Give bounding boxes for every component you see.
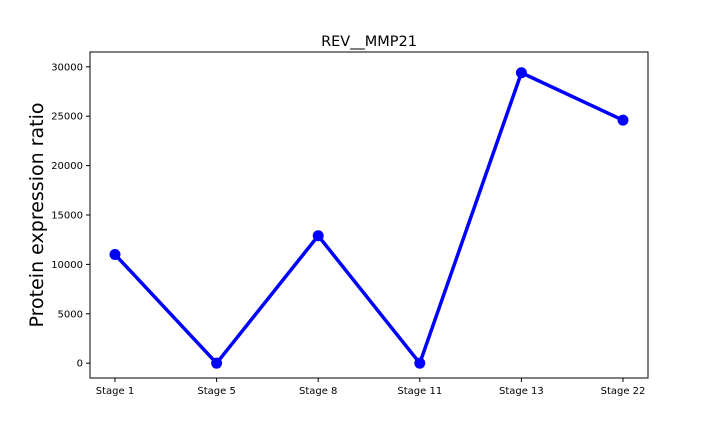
data-point [617,114,629,126]
data-point [312,230,324,242]
series-line [113,70,624,365]
x-axis: Stage 1 Stage 5 Stage 8 Stage 11 Stage 13 Sta… [96,378,646,397]
y-tick-label: 10000 [51,260,83,271]
x-tick-label: Stage 11 [397,386,442,397]
y-tick-label: 0 [77,359,83,370]
y-tick-label: 15000 [51,211,83,222]
data-point [211,357,223,369]
data-point [414,357,426,369]
data-series [109,67,629,369]
y-axis: 0 5000 10000 15000 20000 25000 30000 [51,62,90,370]
x-tick-label: Stage 22 [601,386,646,397]
plot-area [89,51,649,379]
x-tick-label: Stage 8 [299,386,337,397]
x-tick-label: Stage 5 [197,386,235,397]
y-tick-label: 30000 [51,62,83,73]
chart-title: REV__MMP21 [321,34,417,50]
y-tick-label: 25000 [51,112,83,123]
x-tick-label: Stage 1 [96,386,134,397]
x-tick-label: Stage 13 [499,386,544,397]
data-point [515,67,527,79]
y-axis-label: Protein expression ratio [26,103,48,328]
data-point [109,249,121,261]
y-tick-label: 20000 [51,161,83,172]
y-tick-label: 5000 [58,309,83,320]
